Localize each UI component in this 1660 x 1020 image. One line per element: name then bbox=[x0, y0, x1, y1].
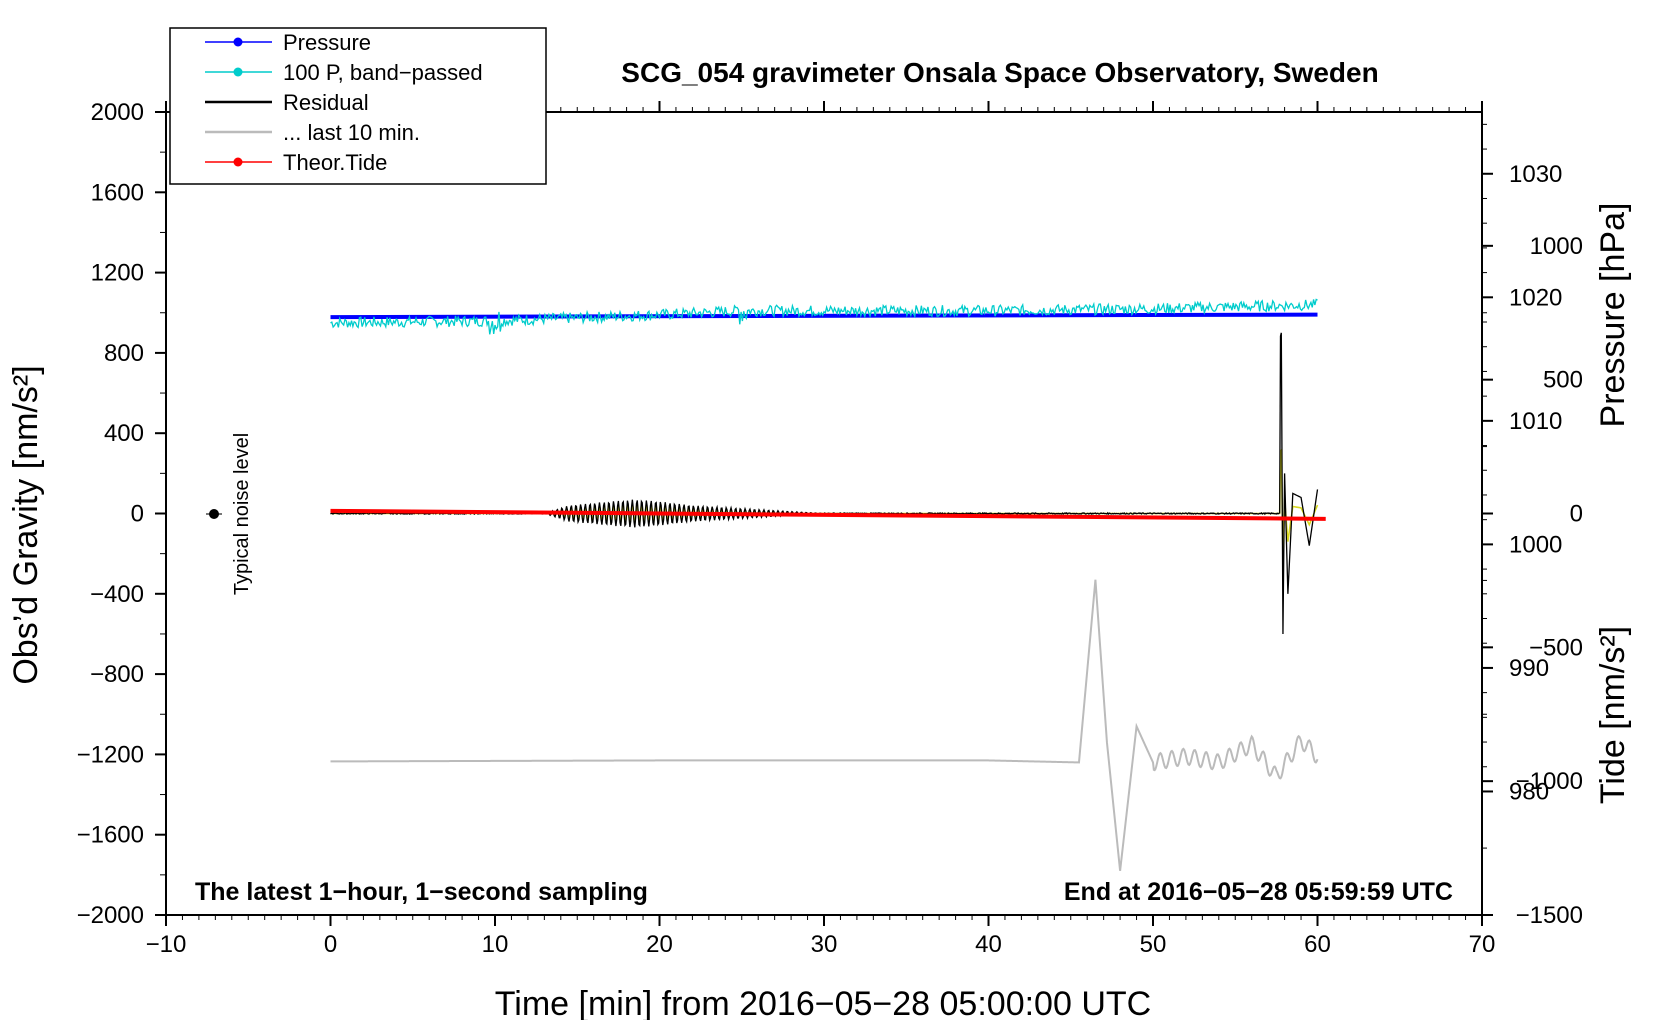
legend: Pressure 100 P, band−passed Residual ... la… bbox=[169, 27, 547, 185]
y-tick-label: 400 bbox=[104, 420, 144, 447]
legend-label: Pressure bbox=[283, 30, 371, 55]
tide-tick-label: −500 bbox=[1529, 634, 1583, 661]
x-tick-label: 30 bbox=[811, 931, 838, 958]
legend-marker bbox=[233, 67, 243, 77]
y-tick-label: −2000 bbox=[77, 902, 144, 929]
legend-label: ... last 10 min. bbox=[283, 120, 420, 145]
noise-label: Typical noise level bbox=[231, 433, 253, 595]
y-tick-label: −1200 bbox=[77, 741, 144, 768]
tide-tick-label: 500 bbox=[1543, 367, 1583, 394]
pressure-tick-label: 1030 bbox=[1509, 161, 1562, 188]
tide-tick-label: −1000 bbox=[1516, 768, 1583, 795]
y-tick-label: 1200 bbox=[91, 260, 144, 287]
ticks-layer: −10 0 10 20 30 40 50 60 702000160012008004000−40… bbox=[77, 99, 1583, 958]
series-1 bbox=[330, 298, 1318, 335]
legend-label: Theor.Tide bbox=[283, 150, 387, 175]
y-tick-label: 0 bbox=[131, 501, 144, 528]
tide-tick-label: 1000 bbox=[1530, 233, 1583, 260]
pressure-tick-label: 1020 bbox=[1509, 284, 1562, 311]
legend-box bbox=[169, 27, 547, 185]
legend-marker bbox=[233, 37, 243, 47]
tide-tick-label: −1500 bbox=[1516, 902, 1583, 929]
pressure-tick-label: 990 bbox=[1509, 655, 1549, 682]
y-tick-label: 2000 bbox=[91, 99, 144, 126]
x-tick-label: 50 bbox=[1140, 931, 1167, 958]
x-axis-title: Time [min] from 2016−05−28 05:00:00 UTC bbox=[495, 985, 1151, 1020]
series-4 bbox=[330, 508, 1326, 521]
y-axis-title-tide: Tide [nm/s²] bbox=[1594, 626, 1632, 804]
y-axis-title-pressure: Pressure [hPa] bbox=[1594, 203, 1632, 428]
legend-label: Residual bbox=[283, 90, 369, 115]
y-tick-label: 1600 bbox=[91, 179, 144, 206]
tide-tick-label: 0 bbox=[1570, 501, 1583, 528]
series-residual-filtered bbox=[330, 447, 1319, 556]
x-tick-label: 20 bbox=[646, 931, 673, 958]
noise-marker bbox=[209, 509, 219, 519]
x-tick-label: 0 bbox=[324, 931, 337, 958]
series-2 bbox=[330, 332, 1319, 634]
noise-indicator: Typical noise level bbox=[206, 433, 253, 595]
legend-marker bbox=[233, 157, 243, 167]
y-tick-label: −400 bbox=[90, 581, 144, 608]
x-tick-label: −10 bbox=[146, 931, 187, 958]
pressure-tick-label: 1000 bbox=[1509, 531, 1562, 558]
x-tick-label: 60 bbox=[1304, 931, 1331, 958]
y-axis-title-left: Obs’d Gravity [nm/s²] bbox=[7, 365, 45, 684]
y-tick-label: −800 bbox=[90, 661, 144, 688]
y-tick-label: −1600 bbox=[77, 822, 144, 849]
series-3 bbox=[330, 579, 1319, 871]
annotation-left: The latest 1−hour, 1−second sampling bbox=[195, 878, 648, 906]
pressure-tick-label: 1010 bbox=[1509, 408, 1562, 435]
series-0 bbox=[330, 312, 1318, 320]
chart-title: SCG_054 gravimeter Onsala Space Observat… bbox=[621, 57, 1378, 88]
x-tick-label: 70 bbox=[1469, 931, 1496, 958]
pressure-tick-label: 980 bbox=[1509, 778, 1549, 805]
y-tick-label: 800 bbox=[104, 340, 144, 367]
legend-label: 100 P, band−passed bbox=[283, 60, 483, 85]
x-tick-label: 40 bbox=[975, 931, 1002, 958]
x-tick-label: 10 bbox=[482, 931, 509, 958]
annotation-right: End at 2016−05−28 05:59:59 UTC bbox=[1064, 878, 1453, 906]
series-layer bbox=[330, 298, 1326, 871]
